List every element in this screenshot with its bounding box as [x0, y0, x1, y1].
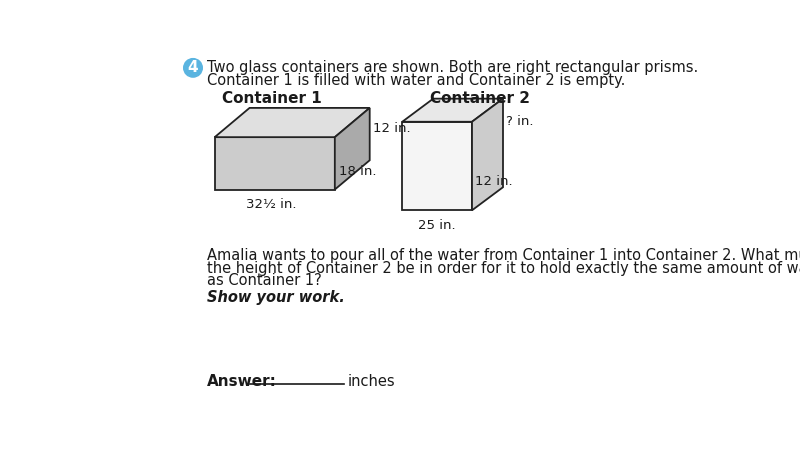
Circle shape	[184, 58, 202, 77]
Polygon shape	[402, 122, 472, 210]
Text: ? in.: ? in.	[506, 115, 534, 128]
Text: Container 1 is filled with water and Container 2 is empty.: Container 1 is filled with water and Con…	[207, 73, 626, 89]
Text: Two glass containers are shown. Both are right rectangular prisms.: Two glass containers are shown. Both are…	[207, 60, 698, 75]
Text: 32½ in.: 32½ in.	[246, 198, 296, 211]
Polygon shape	[472, 99, 503, 210]
Text: 4: 4	[188, 60, 198, 75]
Text: Container 1: Container 1	[222, 91, 322, 106]
Polygon shape	[214, 108, 370, 137]
Text: 12 in.: 12 in.	[475, 175, 513, 188]
Polygon shape	[214, 137, 335, 189]
Text: the height of Container 2 be in order for it to hold exactly the same amount of : the height of Container 2 be in order fo…	[207, 261, 800, 275]
Text: 12 in.: 12 in.	[373, 122, 410, 135]
Polygon shape	[402, 99, 503, 122]
Text: Answer:: Answer:	[207, 374, 277, 389]
Text: 25 in.: 25 in.	[418, 219, 456, 232]
Text: inches: inches	[348, 374, 396, 389]
Text: Container 2: Container 2	[430, 91, 530, 106]
Text: as Container 1?: as Container 1?	[207, 273, 322, 288]
Text: 18 in.: 18 in.	[339, 165, 377, 178]
Text: Show your work.: Show your work.	[207, 290, 345, 305]
Polygon shape	[335, 108, 370, 189]
Text: Amalia wants to pour all of the water from Container 1 into Container 2. What mu: Amalia wants to pour all of the water fr…	[207, 248, 800, 263]
